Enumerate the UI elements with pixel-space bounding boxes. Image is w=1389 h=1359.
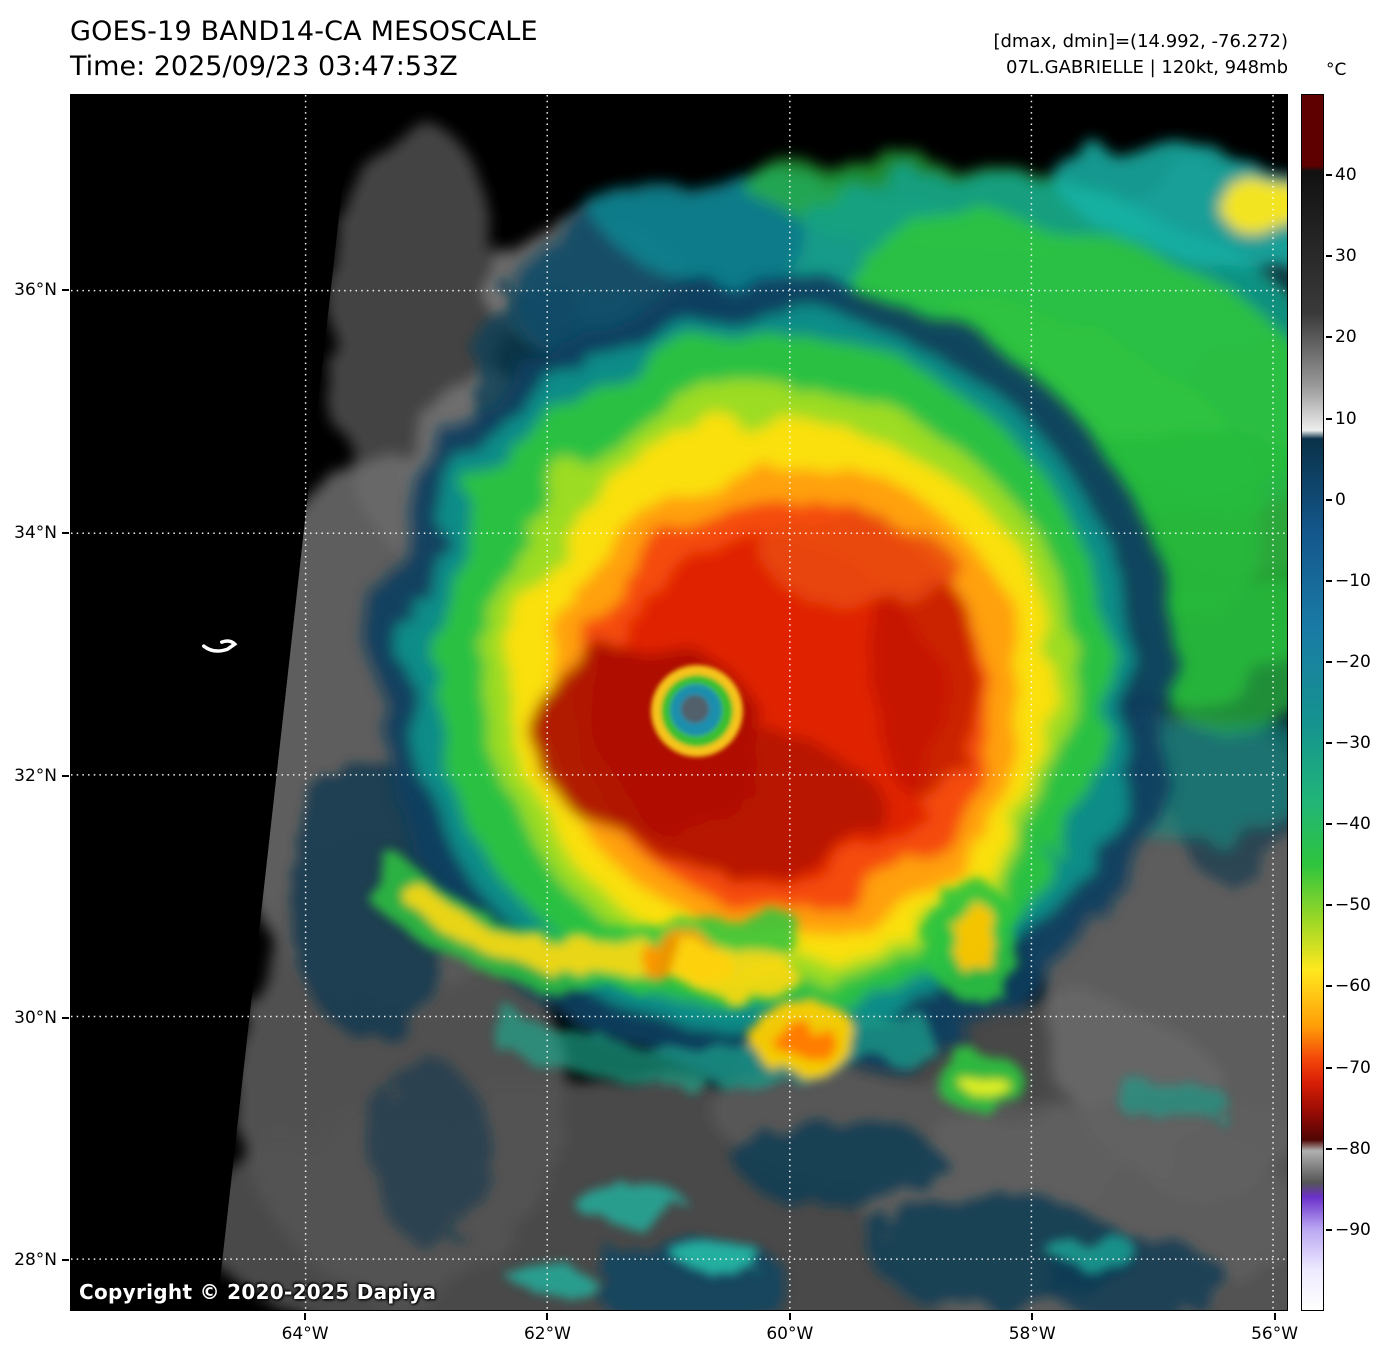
colorbar-tickmark (1326, 742, 1332, 745)
colorbar-unit-label: °C (1326, 60, 1347, 80)
colorbar-tick-label: 40 (1335, 165, 1357, 186)
colorbar-tickmark (1326, 1147, 1332, 1150)
hurricane-canopy (375, 279, 1175, 1079)
satellite-map: Copyright © 2020-2025 Dapiya (70, 94, 1288, 1311)
spiral-bands (363, 856, 1230, 1294)
colorbar-tick-label: 10 (1335, 408, 1357, 429)
colorbar-tick-label: −30 (1335, 733, 1371, 754)
storm-info-label: 07L.GABRIELLE | 120kt, 948mb (1006, 57, 1288, 78)
lat-tick-label: 36°N (14, 279, 57, 300)
bermuda-island (202, 639, 238, 653)
page-title: GOES-19 BAND14-CA MESOSCALE (70, 16, 538, 47)
colorbar-tickmark (1326, 174, 1332, 177)
colorbar-tickmark (1326, 498, 1332, 501)
colorbar-tickmark (1326, 336, 1332, 339)
lon-tick-label: 62°W (523, 1324, 571, 1344)
colorbar (1301, 94, 1324, 1311)
header-right: [dmax, dmin]=(14.992, -76.272) 07L.GABRI… (993, 31, 1288, 78)
lat-tick-label: 34°N (14, 523, 57, 544)
colorbar-tick-label: 20 (1335, 327, 1357, 348)
lat-tick-label: 32°N (14, 765, 57, 786)
colorbar-tickmark (1326, 579, 1332, 582)
latitude-axis: 36°N 34°N 32°N 30°N 28°N (0, 94, 70, 1311)
lon-tickmark (304, 1313, 307, 1320)
colorbar-tickmark (1326, 417, 1332, 420)
lon-tick-label: 64°W (281, 1324, 329, 1344)
satellite-imagery (71, 95, 1287, 1310)
colorbar-tick-label: −80 (1335, 1138, 1371, 1159)
lon-tickmark (1273, 1313, 1276, 1320)
colorbar-tick-label: 0 (1335, 489, 1346, 510)
colorbar-tickmark (1326, 255, 1332, 258)
colorbar-tick-label: −20 (1335, 651, 1371, 672)
colorbar-tick-label: −70 (1335, 1057, 1371, 1078)
gridlines (71, 95, 1287, 1310)
colorbar-gradient (1302, 95, 1323, 1310)
lat-tickmark (62, 774, 69, 777)
timestamp-label: Time: 2025/09/23 03:47:53Z (70, 51, 458, 82)
header-left: GOES-19 BAND14-CA MESOSCALE Time: 2025/0… (70, 16, 538, 82)
data-range-label: [dmax, dmin]=(14.992, -76.272) (993, 31, 1288, 52)
lat-tick-label: 28°N (14, 1249, 57, 1270)
lon-tickmark (546, 1313, 549, 1320)
colorbar-tick-label: −10 (1335, 570, 1371, 591)
colorbar-tickmark (1326, 985, 1332, 988)
lon-tick-label: 56°W (1251, 1324, 1299, 1344)
scan-edge-wedge (71, 95, 353, 1310)
lon-tick-label: 60°W (766, 1324, 814, 1344)
colorbar-tickmark (1326, 1228, 1332, 1231)
longitude-axis: 64°W 62°W 60°W 58°W 56°W (70, 1312, 1298, 1356)
lat-tick-label: 30°N (14, 1007, 57, 1028)
hurricane-eye (651, 665, 743, 757)
colorbar-tickmark (1326, 1066, 1332, 1069)
colorbar-tickmark (1326, 823, 1332, 826)
colorbar-tick-label: −50 (1335, 895, 1371, 916)
lat-tickmark (62, 532, 69, 535)
colorbar-tickmark (1326, 660, 1332, 663)
colorbar-tickmark (1326, 904, 1332, 907)
lon-tick-label: 58°W (1008, 1324, 1056, 1344)
lon-tickmark (1031, 1313, 1034, 1320)
copyright-label: Copyright © 2020-2025 Dapiya (79, 1280, 437, 1304)
lat-tickmark (62, 1258, 69, 1261)
colorbar-tick-label: −90 (1335, 1219, 1371, 1240)
colorbar-tick-label: −40 (1335, 814, 1371, 835)
colorbar-tick-label: −60 (1335, 976, 1371, 997)
lat-tickmark (62, 288, 69, 291)
lon-tickmark (788, 1313, 791, 1320)
lat-tickmark (62, 1016, 69, 1019)
colorbar-tick-label: 30 (1335, 246, 1357, 267)
colorbar-tick-container: 40 30 20 10 0 −10 −20 −30 −40 −50 −60 −70 −80 −90 (1326, 94, 1388, 1311)
